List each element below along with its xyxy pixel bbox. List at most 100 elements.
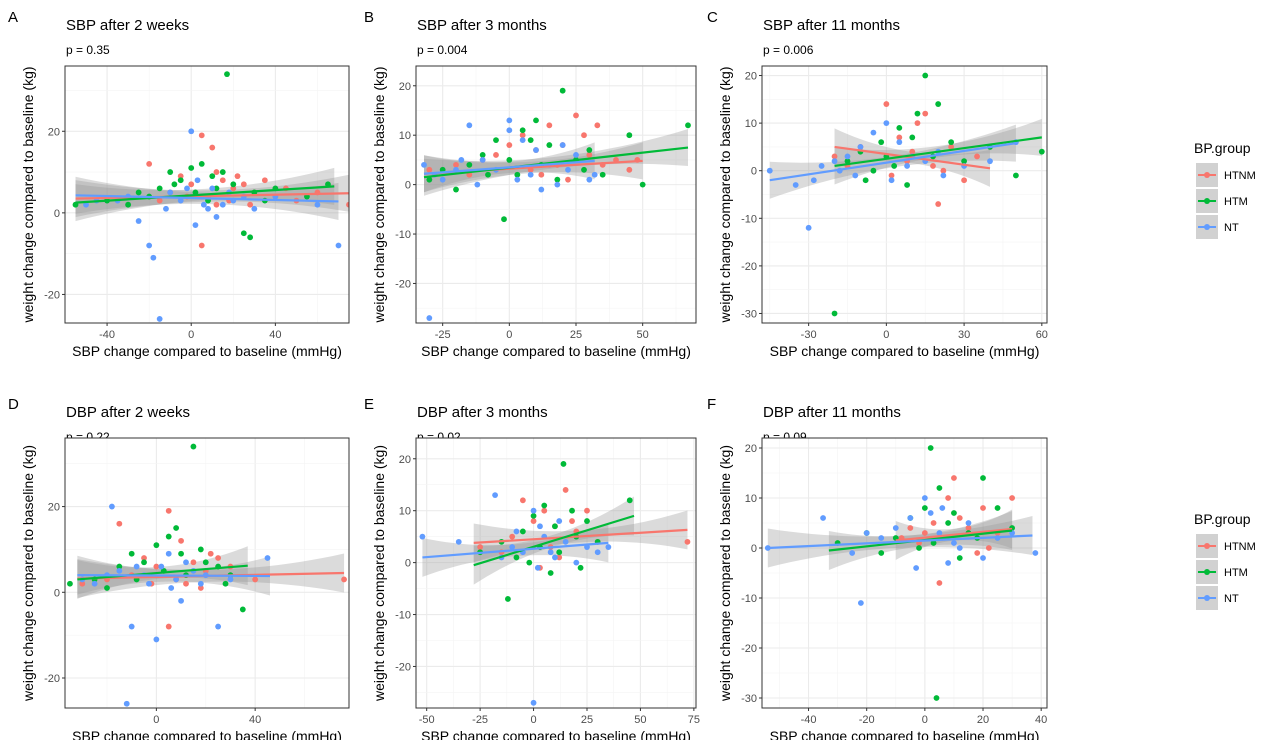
data-point-htm: [914, 110, 921, 117]
data-point-htnm: [922, 110, 929, 117]
y-axis-title: weight change compared to baseline (kg): [20, 445, 36, 702]
data-point-nt: [547, 549, 554, 556]
plot-border: [415, 65, 697, 324]
plot-border: [64, 437, 350, 709]
data-point-htm: [219, 169, 226, 175]
data-point-htm: [541, 502, 548, 509]
y-tick-label: -10: [395, 229, 411, 241]
data-point-htm: [222, 580, 229, 587]
data-point-htm: [951, 510, 957, 516]
panel-tag: D: [8, 396, 19, 413]
x-tick-label: -40: [99, 329, 115, 341]
panel-title: DBP after 3 months: [417, 404, 548, 421]
data-point-htnm: [247, 201, 254, 208]
panel-title: SBP after 3 months: [417, 17, 547, 34]
data-point-htm: [870, 167, 877, 174]
x-tick-label: 0: [153, 714, 159, 726]
data-point-htnm: [888, 172, 895, 179]
plot-background: [416, 438, 696, 708]
data-point-nt: [109, 503, 115, 510]
data-point-htnm: [896, 134, 903, 141]
data-point-nt: [177, 197, 184, 204]
data-point-htm: [980, 475, 986, 481]
data-point-htm: [862, 177, 869, 184]
data-point-nt: [591, 171, 598, 178]
data-point-nt: [133, 563, 140, 570]
y-tick-label: 10: [745, 118, 757, 130]
data-point-htm: [513, 554, 520, 561]
y-tick-label: -20: [741, 261, 757, 273]
data-point-htnm: [586, 152, 593, 158]
data-point-nt: [559, 142, 566, 148]
fit-line-htnm: [834, 145, 991, 170]
data-point-htnm: [493, 152, 499, 158]
panel-tag: F: [707, 396, 716, 413]
y-tick-label: -30: [741, 308, 757, 320]
x-tick-label: 20: [977, 714, 989, 726]
data-point-htm: [426, 176, 433, 183]
panel-subtitle: p = 0.006: [763, 43, 814, 57]
data-point-nt: [116, 567, 123, 574]
data-point-htnm: [230, 185, 237, 192]
x-tick-label: 40: [269, 329, 281, 341]
y-tick-label: -10: [395, 610, 411, 622]
plot-area: [72, 71, 349, 322]
data-point-htm: [936, 485, 943, 491]
data-point-htm: [626, 132, 633, 139]
y-tick-label: -10: [741, 593, 757, 605]
x-axis-title: SBP change compared to baseline (mmHg): [770, 343, 1040, 359]
data-point-htm: [177, 177, 184, 184]
x-tick-label: 0: [922, 714, 928, 726]
data-point-htm: [128, 550, 135, 557]
x-axis-title: SBP change compared to baseline (mmHg): [72, 728, 342, 740]
data-point-htm: [546, 142, 553, 148]
data-point-nt: [183, 559, 189, 566]
panel-title: DBP after 2 weeks: [66, 404, 190, 421]
data-point-nt: [197, 580, 204, 587]
panel-title: SBP after 2 weeks: [66, 17, 189, 34]
data-point-htnm: [935, 201, 942, 207]
data-point-htm: [156, 185, 163, 192]
y-tick-label: 20: [399, 454, 411, 466]
data-point-htm: [569, 507, 575, 514]
data-point-htm: [173, 525, 180, 531]
data-point-nt: [492, 492, 498, 499]
data-point-nt: [573, 152, 579, 158]
data-point-nt: [335, 242, 342, 249]
data-point-htm: [493, 137, 499, 144]
data-point-htnm: [974, 550, 981, 556]
data-point-nt: [509, 544, 516, 550]
data-point-htnm: [183, 580, 189, 587]
data-point-htm: [230, 181, 237, 188]
data-point-htnm: [626, 166, 633, 173]
data-point-htnm: [177, 173, 184, 180]
data-point-htm: [891, 163, 898, 169]
data-point-htnm: [178, 537, 184, 544]
data-point-nt: [987, 158, 993, 165]
data-point-htm: [1038, 148, 1045, 155]
panel-tag: E: [364, 396, 374, 413]
y-tick-label: -20: [395, 278, 411, 290]
data-point-htnm: [961, 177, 967, 184]
data-point-htnm: [240, 181, 247, 188]
data-point-htm: [178, 550, 184, 557]
data-point-htm: [948, 139, 955, 146]
data-point-htm: [956, 555, 963, 561]
legend-key-point: [1204, 198, 1210, 204]
data-point-htm: [994, 505, 1001, 511]
data-point-nt: [883, 120, 890, 127]
data-point-htm: [527, 137, 534, 144]
plot-area: [67, 443, 347, 707]
data-point-htm: [505, 596, 511, 602]
data-point-nt: [167, 189, 174, 196]
fit-line-htm: [77, 564, 248, 581]
data-point-nt: [892, 525, 899, 531]
data-point-htnm: [453, 161, 459, 168]
x-tick-label: 40: [249, 714, 261, 726]
data-point-htnm: [506, 142, 513, 148]
data-point-nt: [818, 163, 825, 169]
x-axis-title: SBP change compared to baseline (mmHg): [72, 343, 342, 359]
y-tick-label: 0: [751, 166, 757, 178]
data-point-htm: [554, 176, 561, 183]
data-point-htm: [519, 528, 526, 535]
